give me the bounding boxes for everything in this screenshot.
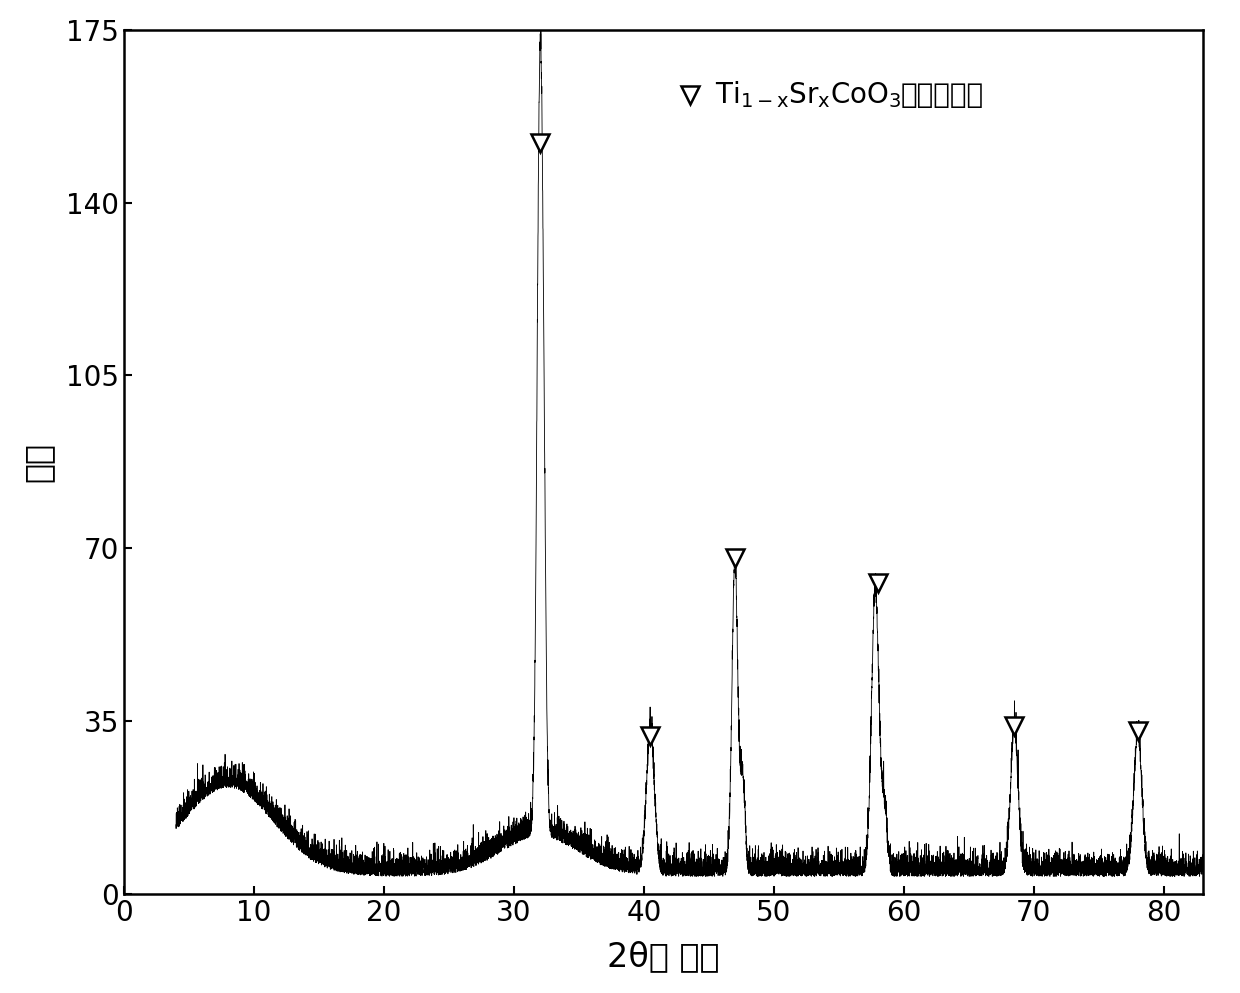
Text: $\mathrm{Ti_{1-x}Sr_{x}CoO_{3}}$: $\mathrm{Ti_{1-x}Sr_{x}CoO_{3}}$ bbox=[715, 79, 901, 110]
Text: 钙钛矿结构: 钙钛矿结构 bbox=[900, 80, 983, 108]
X-axis label: 2θ（ 度）: 2θ（ 度） bbox=[608, 940, 719, 973]
Y-axis label: 强度: 强度 bbox=[22, 442, 55, 482]
